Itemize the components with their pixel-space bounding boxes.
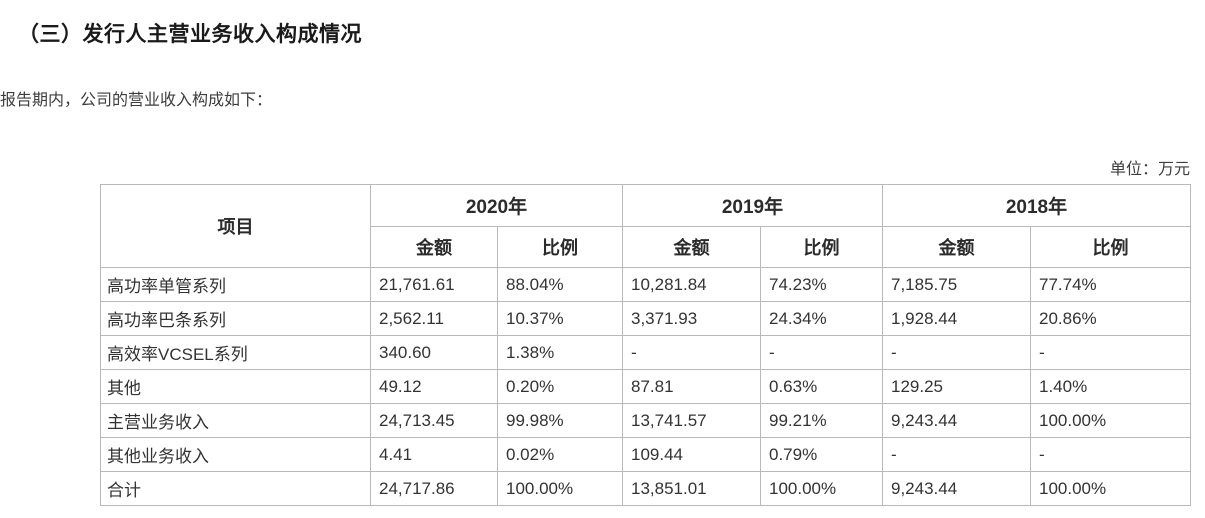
col-header-year-2019: 2019年 — [622, 184, 883, 227]
value-cell: 87.81 — [622, 369, 761, 404]
table-row: 其他业务收入 4.41 0.02% 109.44 0.79% - - — [100, 437, 1191, 472]
table-header-row-sub: 金额 比例 金额 比例 金额 比例 — [101, 226, 1191, 268]
value-cell: 74.23% — [760, 267, 883, 302]
item-cell: 高效率VCSEL系列 — [100, 335, 371, 370]
intro-paragraph: 报告期内，公司的营业收入构成如下： — [0, 92, 273, 109]
item-cell: 主营业务收入 — [100, 403, 371, 438]
unit-label: 单位：万元 — [1109, 161, 1190, 178]
table-row: 主营业务收入 24,713.45 99.98% 13,741.57 99.21%… — [100, 403, 1191, 438]
item-cell: 其他业务收入 — [100, 437, 371, 472]
table-header: 项目 2020年 2019年 2018年 金额 比例 金额 比例 金额 比例 — [100, 184, 1191, 268]
table-row: 高功率巴条系列 2,562.11 10.37% 3,371.93 24.34% … — [100, 301, 1191, 336]
value-cell: 20.86% — [1030, 301, 1191, 336]
table-body: 高功率单管系列 21,761.61 88.04% 10,281.84 74.23… — [100, 267, 1191, 506]
value-cell: 13,741.57 — [622, 403, 761, 438]
value-cell: 99.21% — [760, 403, 883, 438]
value-cell: 100.00% — [1030, 471, 1191, 506]
value-cell: 340.60 — [370, 335, 498, 370]
value-cell: 4.41 — [370, 437, 498, 472]
value-cell: 77.74% — [1030, 267, 1191, 302]
item-cell: 高功率巴条系列 — [100, 301, 371, 336]
revenue-composition-table: 项目 2020年 2019年 2018年 金额 比例 金额 比例 金额 比例 高… — [100, 184, 1191, 506]
value-cell: - — [1030, 335, 1191, 370]
value-cell: 100.00% — [760, 471, 883, 506]
col-header-year-2020: 2020年 — [370, 184, 623, 227]
col-header-ratio-2020: 比例 — [497, 226, 623, 268]
value-cell: 24,713.45 — [370, 403, 498, 438]
value-cell: 109.44 — [622, 437, 761, 472]
table-row: 高效率VCSEL系列 340.60 1.38% - - - - — [100, 335, 1191, 370]
col-header-ratio-2018: 比例 — [1030, 226, 1191, 268]
value-cell: 10,281.84 — [622, 267, 761, 302]
value-cell: 24.34% — [760, 301, 883, 336]
value-cell: 1.38% — [497, 335, 623, 370]
col-header-item: 项目 — [100, 184, 371, 268]
value-cell: 2,562.11 — [370, 301, 498, 336]
value-cell: 13,851.01 — [622, 471, 761, 506]
value-cell: 1.40% — [1030, 369, 1191, 404]
value-cell: 21,761.61 — [370, 267, 498, 302]
value-cell: 3,371.93 — [622, 301, 761, 336]
value-cell: 24,717.86 — [370, 471, 498, 506]
value-cell: - — [1030, 437, 1191, 472]
value-cell: - — [622, 335, 761, 370]
value-cell: 129.25 — [882, 369, 1031, 404]
value-cell: - — [882, 335, 1031, 370]
value-cell: 0.02% — [497, 437, 623, 472]
value-cell: 9,243.44 — [882, 471, 1031, 506]
value-cell: - — [760, 335, 883, 370]
value-cell: 9,243.44 — [882, 403, 1031, 438]
col-header-amount-2019: 金额 — [622, 226, 761, 268]
section-heading: （三）发行人主营业务收入构成情况 — [18, 23, 362, 46]
value-cell: 100.00% — [497, 471, 623, 506]
value-cell: 0.79% — [760, 437, 883, 472]
col-header-year-2018: 2018年 — [882, 184, 1191, 227]
table-header-row-years: 项目 2020年 2019年 2018年 — [100, 184, 1191, 268]
table-row: 合计 24,717.86 100.00% 13,851.01 100.00% 9… — [100, 471, 1191, 506]
value-cell: 7,185.75 — [882, 267, 1031, 302]
item-cell: 合计 — [100, 471, 371, 506]
value-cell: 1,928.44 — [882, 301, 1031, 336]
value-cell: 100.00% — [1030, 403, 1191, 438]
value-cell: - — [882, 437, 1031, 472]
col-header-amount-2020: 金额 — [370, 226, 498, 268]
value-cell: 10.37% — [497, 301, 623, 336]
table-row: 高功率单管系列 21,761.61 88.04% 10,281.84 74.23… — [100, 267, 1191, 302]
value-cell: 0.20% — [497, 369, 623, 404]
value-cell: 49.12 — [370, 369, 498, 404]
value-cell: 88.04% — [497, 267, 623, 302]
item-cell: 其他 — [100, 369, 371, 404]
value-cell: 0.63% — [760, 369, 883, 404]
value-cell: 99.98% — [497, 403, 623, 438]
col-header-ratio-2019: 比例 — [760, 226, 883, 268]
col-header-amount-2018: 金额 — [882, 226, 1031, 268]
table-row: 其他 49.12 0.20% 87.81 0.63% 129.25 1.40% — [100, 369, 1191, 404]
item-cell: 高功率单管系列 — [100, 267, 371, 302]
